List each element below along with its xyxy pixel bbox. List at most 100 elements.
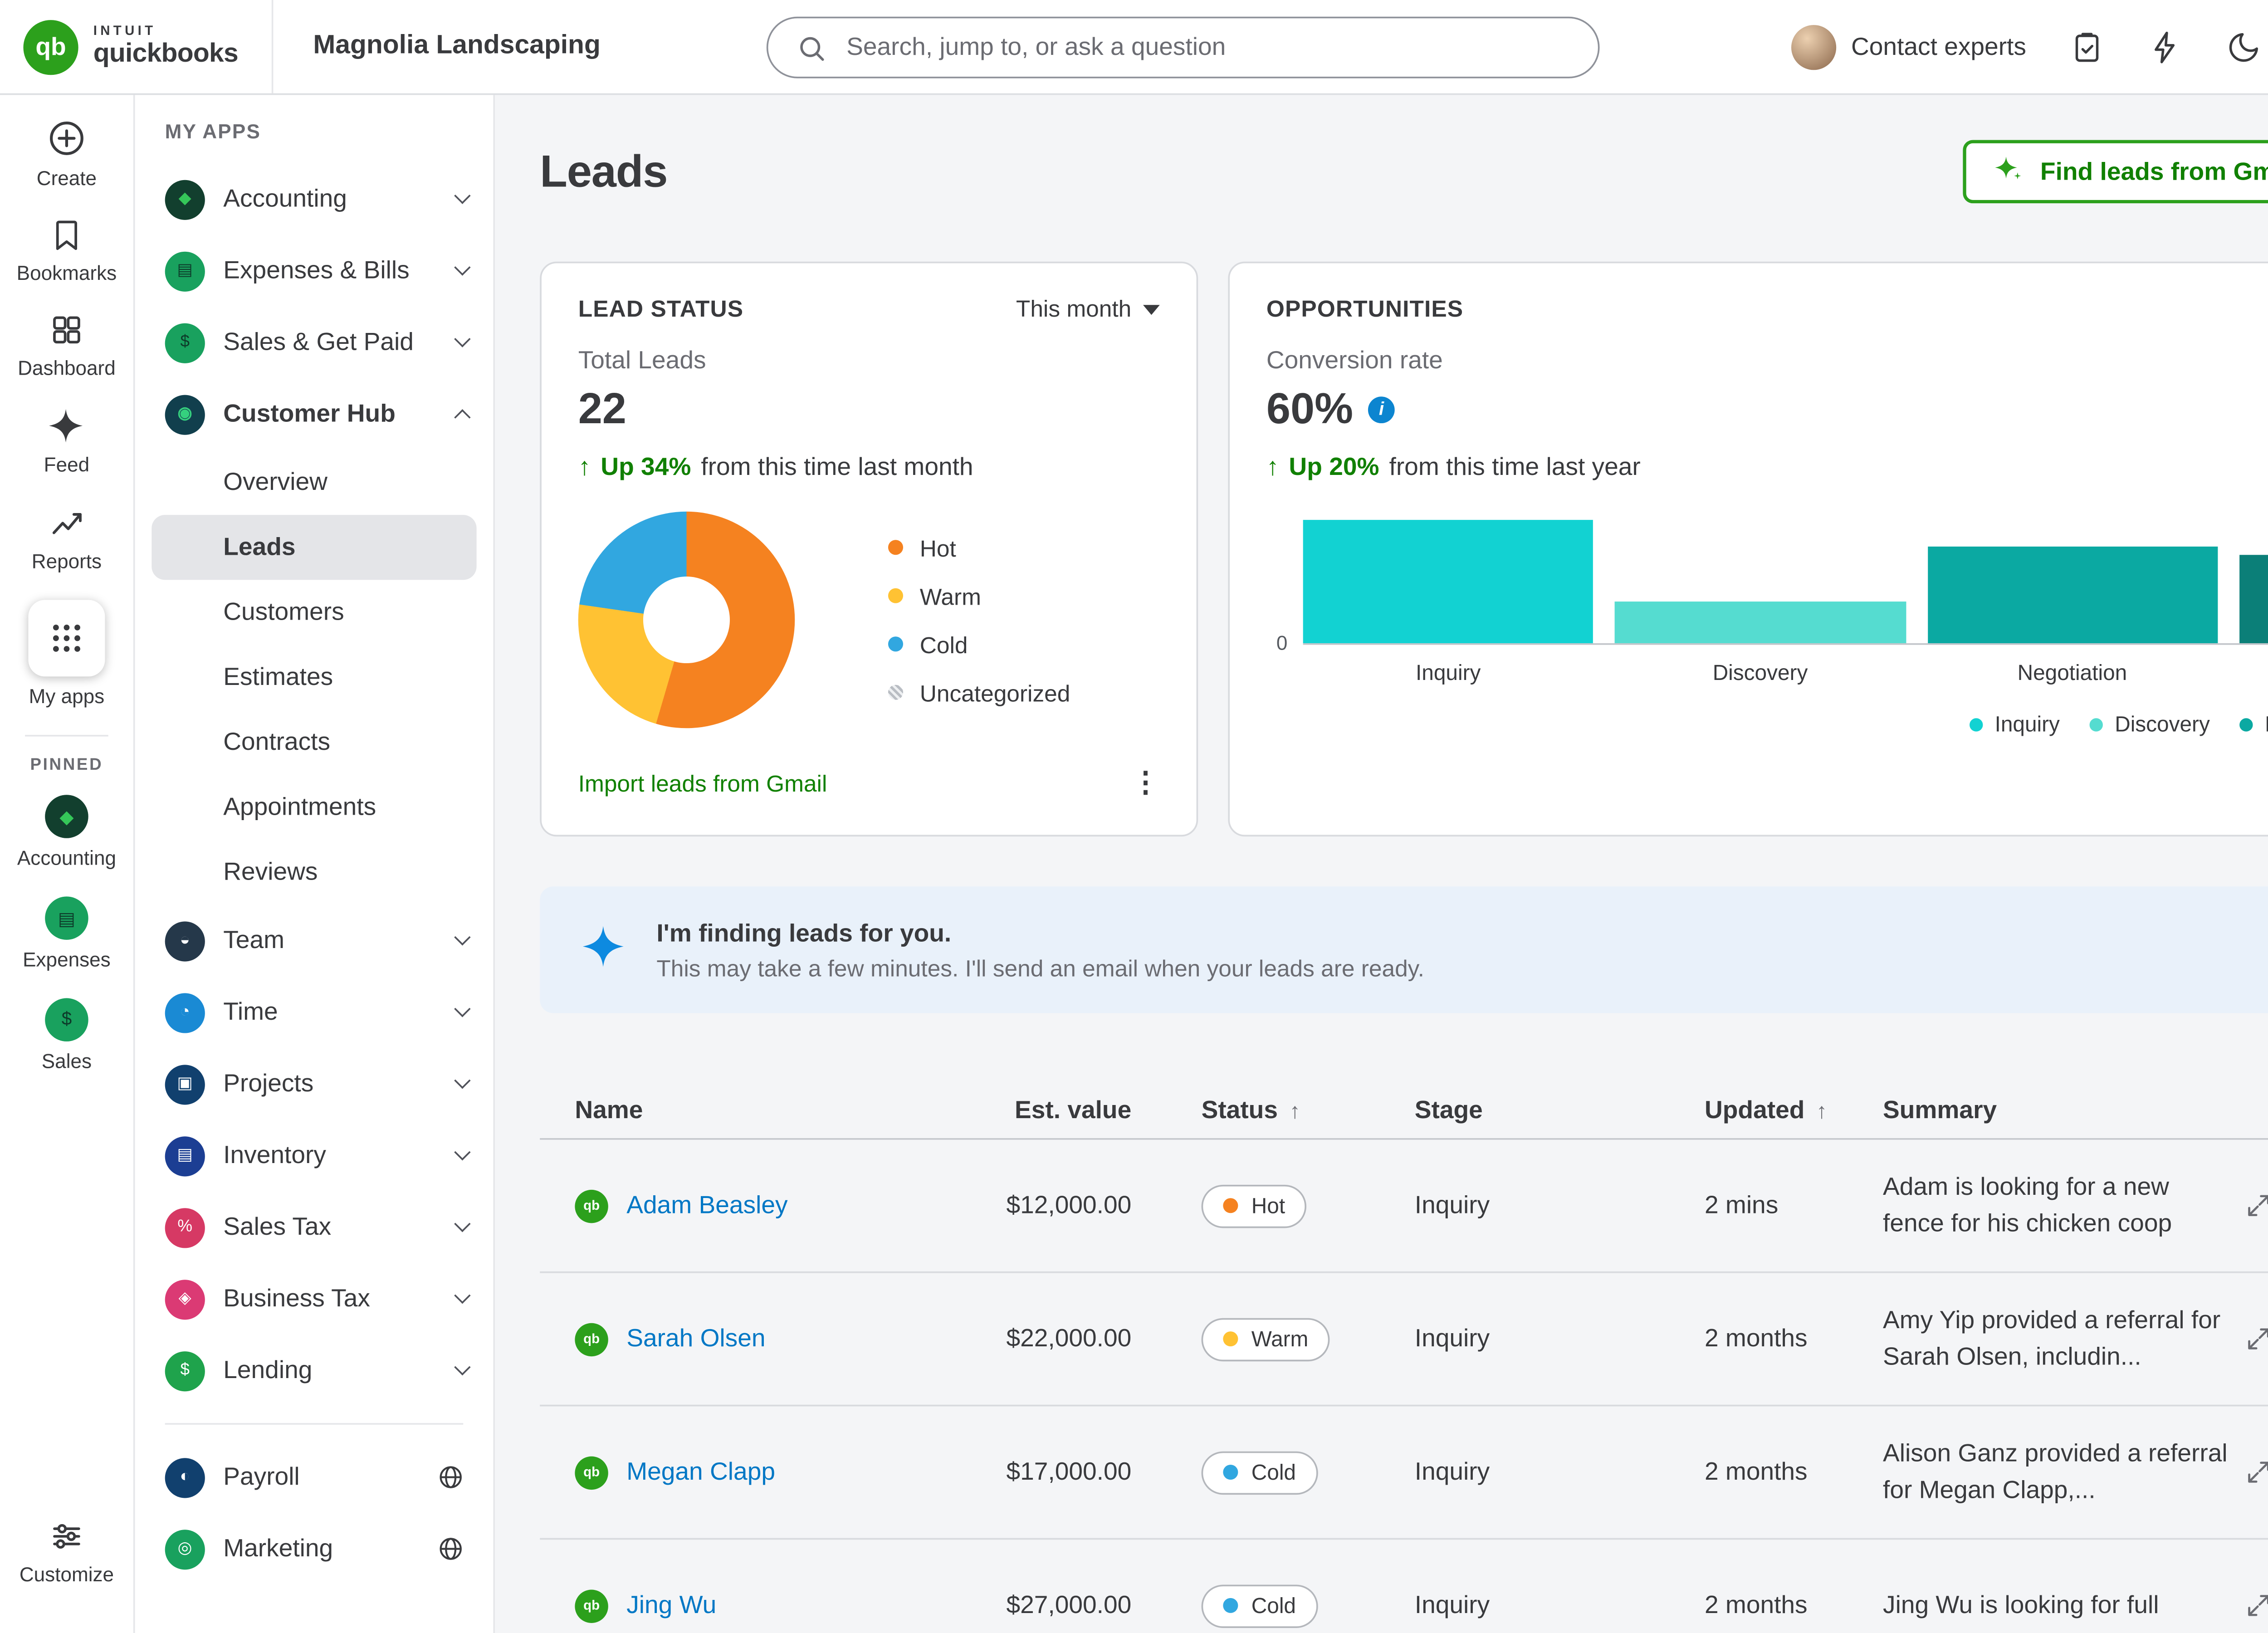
sidebar-subitem-reviews[interactable]: Reviews xyxy=(152,840,476,905)
globe-icon xyxy=(436,1535,464,1563)
sidebar-subitem-customers[interactable]: Customers xyxy=(152,580,476,645)
kebab-menu-icon[interactable]: ⋮ xyxy=(1131,768,1159,796)
quick-actions-lightning-icon[interactable] xyxy=(2146,28,2183,65)
customize-sliders-icon xyxy=(49,1518,85,1555)
chevron-down-icon xyxy=(454,1144,470,1160)
bar-label: Discovery xyxy=(1615,660,1906,685)
opportunities-delta: ↑ Up 20% from this time last year xyxy=(1266,453,2268,481)
rail-item-my-apps-selected[interactable]: My apps xyxy=(28,600,105,708)
sidebar-divider xyxy=(165,1423,464,1425)
column-name[interactable]: Name xyxy=(575,1096,971,1125)
expand-summary-icon[interactable] xyxy=(2244,1591,2268,1619)
total-leads-value: 22 xyxy=(578,383,1160,435)
marketing-app-icon: ◎ xyxy=(165,1529,205,1569)
table-row: qb Sarah Olsen $22,000.00 Warm Inquiry 2… xyxy=(540,1273,2268,1407)
inventory-app-icon: ▤ xyxy=(165,1135,205,1175)
sort-arrow-icon[interactable]: ↑ xyxy=(1816,1098,1827,1123)
updated-cell: 2 months xyxy=(1705,1458,1883,1486)
sidebar-item-lending[interactable]: $ Lending xyxy=(135,1335,494,1406)
legend-item: Inquiry xyxy=(1970,712,2060,737)
rail-divider xyxy=(25,735,108,737)
rail-item-bookmarks[interactable]: Bookmarks xyxy=(17,217,117,285)
chevron-down-icon xyxy=(454,1001,470,1017)
pinned-accounting[interactable]: ◆ Accounting xyxy=(17,795,116,870)
column-updated[interactable]: Updated↑ xyxy=(1705,1096,1883,1125)
sidebar-subitem-overview[interactable]: Overview xyxy=(152,450,476,515)
sidebar-subitem-contracts[interactable]: Contracts xyxy=(152,710,476,775)
expenses-bills-app-icon: ▤ xyxy=(165,251,205,291)
expand-summary-icon[interactable] xyxy=(2244,1458,2268,1486)
rail-item-create[interactable]: Create xyxy=(37,118,97,190)
sort-arrow-icon[interactable]: ↑ xyxy=(1290,1098,1300,1123)
top-bar: qb INTUIT quickbooks Magnolia Landscapin… xyxy=(0,0,2268,95)
column-status[interactable]: Status↑ xyxy=(1202,1096,1415,1125)
projects-app-icon: ▣ xyxy=(165,1064,205,1104)
lead-name-link[interactable]: Sarah Olsen xyxy=(626,1325,765,1353)
rail-item-reports[interactable]: Reports xyxy=(32,503,102,573)
rail-item-dashboard[interactable]: Dashboard xyxy=(18,312,116,380)
sidebar-item-team[interactable]: ◒ Team xyxy=(135,905,494,977)
global-search[interactable] xyxy=(767,17,1600,78)
sidebar-item-time[interactable]: ◔ Time xyxy=(135,977,494,1048)
info-icon[interactable]: i xyxy=(1368,396,1395,422)
expand-summary-icon[interactable] xyxy=(2244,1192,2268,1220)
bar-discovery xyxy=(1615,601,1906,643)
leads-table: Name Est. value Status↑ Stage Updated↑ S… xyxy=(540,1083,2268,1633)
sidebar-subitem-leads-selected[interactable]: Leads xyxy=(152,515,476,580)
sidebar-item-payroll[interactable]: ◐ Payroll xyxy=(135,1442,494,1513)
pinned-expenses[interactable]: ▤ Expenses xyxy=(23,896,111,971)
opportunities-bar-chart: 0 InquiryDiscoveryNegotiationConverted xyxy=(1266,518,2268,684)
chevron-up-icon xyxy=(454,409,470,425)
expert-avatar xyxy=(1791,24,1836,69)
sidebar-item-sales-get-paid[interactable]: $ Sales & Get Paid xyxy=(135,307,494,378)
rail-item-customize[interactable]: Customize xyxy=(20,1518,114,1607)
bookmark-icon xyxy=(49,217,85,254)
rail-item-feed[interactable]: Feed xyxy=(44,406,90,476)
sidebar-item-sales-tax[interactable]: % Sales Tax xyxy=(135,1192,494,1263)
search-icon xyxy=(793,29,830,66)
search-input[interactable] xyxy=(846,33,1573,61)
lead-status-period-dropdown[interactable]: This month xyxy=(1016,295,1160,322)
spark-icon xyxy=(48,406,86,445)
column-summary[interactable]: Summary xyxy=(1883,1096,2268,1125)
column-stage[interactable]: Stage xyxy=(1415,1096,1705,1125)
legend-label: Inquiry xyxy=(1995,712,2060,737)
opportunities-title: OPPORTUNITIES xyxy=(1266,295,1463,322)
assistant-moon-icon[interactable] xyxy=(2224,28,2261,65)
sidebar-item-business-tax[interactable]: ◈ Business Tax xyxy=(135,1263,494,1335)
sidebar-item-projects[interactable]: ▣ Projects xyxy=(135,1048,494,1120)
column-est-value[interactable]: Est. value xyxy=(972,1096,1132,1125)
conversion-rate-value: 60% xyxy=(1266,383,1353,435)
time-app-icon: ◔ xyxy=(165,993,205,1032)
sidebar-item-customer-hub[interactable]: ◉ Customer Hub xyxy=(135,378,494,450)
import-leads-from-gmail-link[interactable]: Import leads from Gmail xyxy=(578,769,827,796)
lead-name-link[interactable]: Jing Wu xyxy=(626,1591,716,1619)
sidebar-subitem-appointments[interactable]: Appointments xyxy=(152,775,476,840)
lead-status-delta: ↑ Up 34% from this time last month xyxy=(578,453,1160,481)
app-window: qb INTUIT quickbooks Magnolia Landscapin… xyxy=(0,0,2268,1633)
table-row: qb Megan Clapp $17,000.00 Cold Inquiry 2… xyxy=(540,1406,2268,1540)
est-value-cell: $22,000.00 xyxy=(972,1325,1132,1353)
expand-summary-icon[interactable] xyxy=(2244,1325,2268,1353)
sidebar-item-inventory[interactable]: ▤ Inventory xyxy=(135,1120,494,1192)
payroll-app-icon: ◐ xyxy=(165,1457,205,1497)
legend-label: Cold xyxy=(920,631,968,657)
lead-status-title: LEAD STATUS xyxy=(578,295,744,322)
sidebar-item-marketing[interactable]: ◎ Marketing xyxy=(135,1513,494,1585)
sidebar-item-expenses-bills[interactable]: ▤ Expenses & Bills xyxy=(135,235,494,307)
lead-name-link[interactable]: Megan Clapp xyxy=(626,1458,775,1486)
table-row: qb Adam Beasley $12,000.00 Hot Inquiry 2… xyxy=(540,1140,2268,1273)
find-leads-from-gmail-button[interactable]: Find leads from Gmail xyxy=(1964,140,2268,204)
quickbooks-logo[interactable]: qb INTUIT quickbooks xyxy=(0,0,273,93)
sidebar-item-accounting[interactable]: ◆ Accounting xyxy=(135,163,494,235)
status-badge: Cold xyxy=(1202,1451,1318,1494)
legend-dot-icon xyxy=(1970,717,1983,730)
contact-experts-button[interactable]: Contact experts xyxy=(1791,24,2026,69)
legend-label: Warm xyxy=(920,582,981,609)
sidebar-subitem-estimates[interactable]: Estimates xyxy=(152,645,476,710)
stage-cell: Inquiry xyxy=(1415,1458,1705,1486)
pinned-sales[interactable]: $ Sales xyxy=(42,998,92,1073)
sales-app-icon: $ xyxy=(45,998,88,1041)
lead-name-link[interactable]: Adam Beasley xyxy=(626,1192,787,1220)
tasks-clipboard-icon[interactable] xyxy=(2068,28,2105,65)
